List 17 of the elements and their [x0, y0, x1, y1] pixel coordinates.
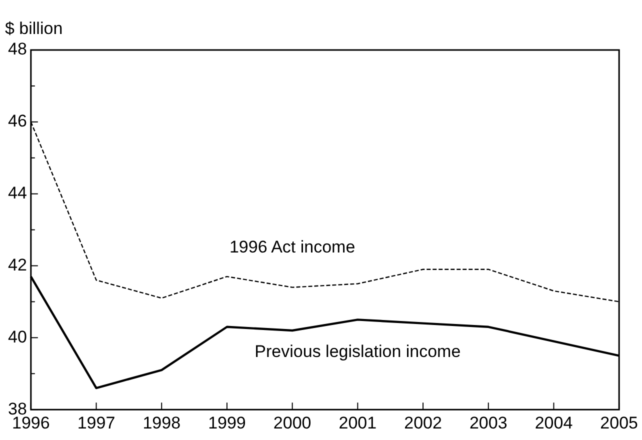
- y-tick-label: 42: [8, 255, 27, 274]
- x-tick-label: 1999: [208, 413, 246, 432]
- x-tick-label: 2001: [338, 413, 377, 432]
- x-tick-label: 2004: [534, 413, 573, 432]
- y-tick-label: 48: [8, 40, 27, 59]
- x-tick-label: 1997: [77, 413, 116, 432]
- x-tick-label: 2005: [600, 413, 638, 432]
- y-axis-title: $ billion: [5, 19, 63, 38]
- x-tick-label: 2003: [469, 413, 508, 432]
- x-tick-label: 1998: [142, 413, 181, 432]
- y-tick-label: 44: [8, 184, 27, 203]
- y-tick-label: 46: [8, 112, 27, 131]
- y-tick-label: 40: [8, 327, 27, 346]
- series-label: 1996 Act income: [229, 237, 356, 256]
- series-label: Previous legislation income: [254, 342, 461, 361]
- x-tick-label: 2002: [404, 413, 442, 432]
- x-tick-label: 2000: [273, 413, 312, 432]
